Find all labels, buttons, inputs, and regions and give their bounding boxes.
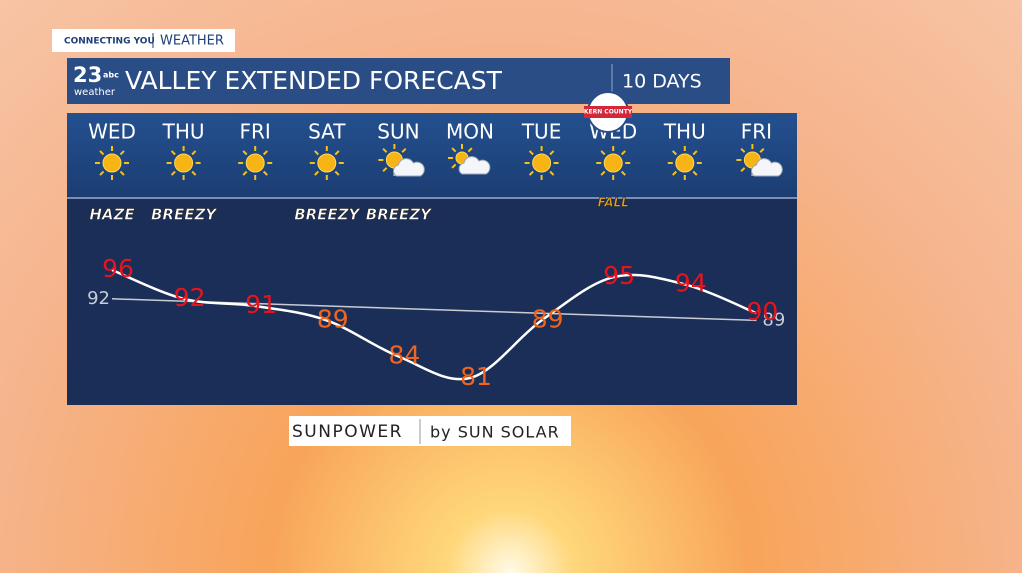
badge-text: KERN COUNTY xyxy=(584,109,633,116)
weather-icon xyxy=(667,146,702,180)
day-label: FRI xyxy=(240,120,271,144)
sun-ray xyxy=(620,150,626,156)
tag: CONNECTING YOU xyxy=(64,37,155,47)
sun-ray xyxy=(528,170,534,176)
temperature-label: 89 xyxy=(532,304,564,333)
tag-box xyxy=(52,29,235,52)
sun-ray xyxy=(334,170,340,176)
day-label: MON xyxy=(446,120,494,144)
weather-icon xyxy=(596,146,631,180)
sun-ray xyxy=(262,170,268,176)
cloud xyxy=(458,156,491,175)
day-label: SAT xyxy=(308,120,346,144)
sun-ray xyxy=(191,170,197,176)
temperature-label: 95 xyxy=(603,261,635,290)
note: BREEZY xyxy=(294,206,361,224)
title: VALLEY EXTENDED FORECAST xyxy=(125,66,503,95)
temperature-label: 96 xyxy=(102,254,134,283)
sun xyxy=(603,153,623,173)
sun-ray xyxy=(600,170,606,176)
sun-ray xyxy=(451,147,457,153)
note: BREEZY xyxy=(366,206,433,224)
logo-network: abc xyxy=(103,71,119,80)
sun-ray xyxy=(242,170,248,176)
sponsor-brand: SUNPOWER xyxy=(292,422,403,442)
day-label: THU xyxy=(663,120,706,144)
sun-ray xyxy=(759,147,765,153)
sun xyxy=(317,153,337,173)
sun-ray xyxy=(672,170,678,176)
normal-label: 89 xyxy=(762,309,785,330)
sun-ray xyxy=(170,150,176,156)
day-label: TUE xyxy=(521,120,562,144)
sun-ray xyxy=(401,147,407,153)
sun-ray xyxy=(549,150,555,156)
sun xyxy=(532,153,552,173)
weather-icon xyxy=(378,144,425,177)
sun-ray xyxy=(740,147,746,153)
sun-ray xyxy=(620,170,626,176)
weather-icon xyxy=(309,146,344,180)
sponsor-by: by SUN SOLAR xyxy=(430,423,560,442)
note: HAZE xyxy=(89,206,135,224)
note: BREEZY xyxy=(151,206,218,224)
normal-label: 92 xyxy=(87,288,110,309)
sun-ray xyxy=(382,147,388,153)
temperature-line xyxy=(111,268,757,381)
temperature-label: 92 xyxy=(174,283,206,312)
temperature-label: 89 xyxy=(317,304,349,333)
weather-icon xyxy=(524,146,559,180)
section: WEATHER xyxy=(160,34,224,49)
cloud xyxy=(393,158,425,177)
sun-ray xyxy=(740,167,746,173)
sun-ray xyxy=(692,150,698,156)
sun-ray xyxy=(119,150,125,156)
sun-ray xyxy=(467,147,473,153)
weather-icon xyxy=(95,146,129,180)
sun-ray xyxy=(600,150,606,156)
sponsor-box xyxy=(289,416,571,446)
badge-ribbon xyxy=(584,106,632,118)
day-label: SUN xyxy=(377,120,419,144)
day-label: WED xyxy=(88,120,136,144)
weather-icon xyxy=(736,144,783,177)
sun-ray xyxy=(528,150,534,156)
sun-ray xyxy=(99,150,105,156)
sun-ray xyxy=(262,150,268,156)
logo-number: 23 xyxy=(73,63,102,87)
temperature-label: 91 xyxy=(245,290,277,319)
weather-icon xyxy=(166,146,201,180)
weather-icon xyxy=(238,146,273,180)
sun-ray xyxy=(334,150,340,156)
sun-ray xyxy=(170,170,176,176)
sun xyxy=(174,153,194,173)
sun-ray xyxy=(314,170,320,176)
fair-badge: KERN COUNTY xyxy=(584,91,633,133)
sun xyxy=(102,153,122,173)
day-label: FRI xyxy=(741,120,772,144)
sun-ray xyxy=(191,150,197,156)
sun xyxy=(675,153,695,173)
sun-ray xyxy=(549,170,555,176)
temperature-label: 81 xyxy=(460,362,492,391)
sun-ray xyxy=(119,170,125,176)
sun-ray xyxy=(314,150,320,156)
day-label: THU xyxy=(162,120,205,144)
sun-ray xyxy=(451,163,457,169)
temperature-label: 90 xyxy=(746,297,778,326)
temperature-label: 94 xyxy=(675,268,707,297)
sun-ray xyxy=(672,150,678,156)
sun-ray xyxy=(99,170,105,176)
sun-ray xyxy=(242,150,248,156)
weather-icon xyxy=(448,144,491,175)
sun-ray xyxy=(692,170,698,176)
sun-ray xyxy=(382,167,388,173)
sun xyxy=(245,153,265,173)
cloud xyxy=(751,158,783,177)
logo-word: weather xyxy=(74,87,116,98)
note: FALL xyxy=(598,196,629,210)
temperature-label: 84 xyxy=(388,340,420,369)
period: 10 DAYS xyxy=(622,71,702,93)
